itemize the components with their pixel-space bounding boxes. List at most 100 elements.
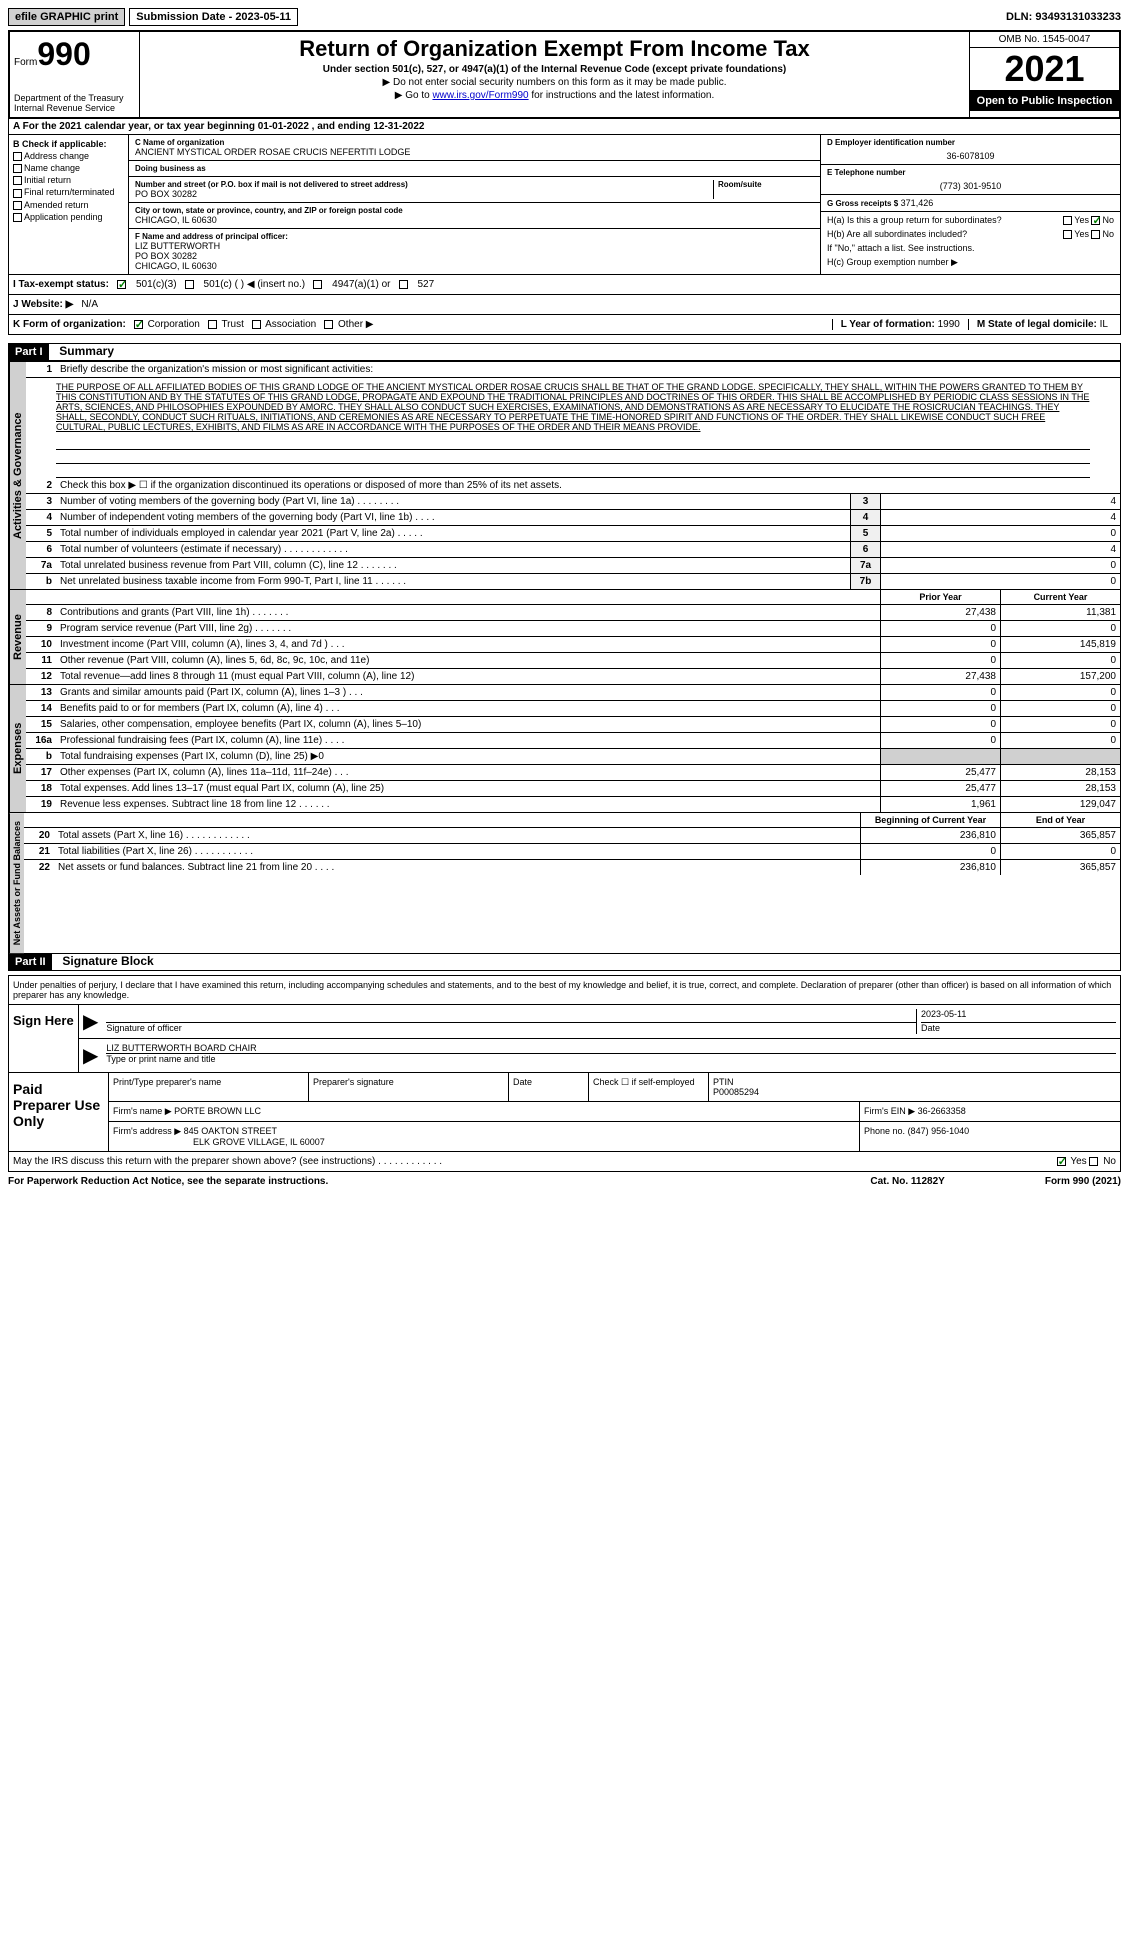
hb-label: H(b) Are all subordinates included? Yes … <box>827 229 1114 239</box>
part2-header: Part II <box>9 954 52 970</box>
department-label: Department of the Treasury Internal Reve… <box>14 93 135 113</box>
firm-addr: 845 OAKTON STREET <box>184 1126 277 1136</box>
firm-name: PORTE BROWN LLC <box>174 1106 261 1116</box>
sig-officer-label: Signature of officer <box>106 1023 181 1033</box>
checkbox-corp[interactable] <box>134 320 143 329</box>
submission-date: Submission Date - 2023-05-11 <box>129 8 298 26</box>
hc-label: H(c) Group exemption number ▶ <box>827 257 1114 268</box>
line-item: 20Total assets (Part X, line 16) . . . .… <box>24 828 1120 844</box>
col-b-header: B Check if applicable: <box>13 139 124 149</box>
ein-value: 36-6078109 <box>827 147 1114 161</box>
line-item: 14Benefits paid to or for members (Part … <box>26 701 1120 717</box>
checkbox-527[interactable] <box>399 280 408 289</box>
omb-number: OMB No. 1545-0047 <box>970 32 1119 48</box>
form-title: Return of Organization Exempt From Incom… <box>144 36 965 62</box>
prior-year-hdr: Prior Year <box>880 590 1000 604</box>
page-footer: For Paperwork Reduction Act Notice, see … <box>8 1172 1121 1191</box>
line-item: 4Number of independent voting members of… <box>26 510 1120 526</box>
part1-header: Part I <box>9 344 49 360</box>
activities-governance: Activities & Governance 1Briefly describ… <box>8 361 1121 590</box>
checkbox-address-change[interactable] <box>13 152 22 161</box>
vert-ag: Activities & Governance <box>9 362 26 589</box>
inst-prefix: ▶ Go to <box>395 90 433 101</box>
phone-value: (773) 301-9510 <box>827 177 1114 191</box>
ein-label: D Employer identification number <box>827 138 1114 147</box>
phone-label: E Telephone number <box>827 168 1114 177</box>
hb-no[interactable] <box>1091 230 1100 239</box>
line-item: 19Revenue less expenses. Subtract line 1… <box>26 797 1120 812</box>
website-row: J Website: ▶ N/A <box>8 295 1121 315</box>
checkbox-501c[interactable] <box>185 280 194 289</box>
line-item: 21Total liabilities (Part X, line 26) . … <box>24 844 1120 860</box>
checkbox-app-pending[interactable] <box>13 213 22 222</box>
form-number: 990 <box>37 36 90 72</box>
col-b-checkboxes: B Check if applicable: Address change Na… <box>9 135 129 274</box>
checkbox-final-return[interactable] <box>13 189 22 198</box>
section-a-tax-year: A For the 2021 calendar year, or tax yea… <box>8 119 1121 135</box>
ha-yes[interactable] <box>1063 216 1072 225</box>
dba-label: Doing business as <box>135 164 814 173</box>
line-item: 5Total number of individuals employed in… <box>26 526 1120 542</box>
form-ref: Form 990 (2021) <box>1045 1176 1121 1187</box>
line-item: 17Other expenses (Part IX, column (A), l… <box>26 765 1120 781</box>
instruction-link: ▶ Go to www.irs.gov/Form990 for instruct… <box>144 90 965 101</box>
checkbox-trust[interactable] <box>208 320 217 329</box>
k-label: K Form of organization: <box>13 319 126 330</box>
checkbox-501c3[interactable] <box>117 280 126 289</box>
gross-label: G Gross receipts $ <box>827 199 898 208</box>
checkbox-amended[interactable] <box>13 201 22 210</box>
signature-block: Under penalties of perjury, I declare th… <box>8 975 1121 1152</box>
irs-link[interactable]: www.irs.gov/Form990 <box>432 90 528 101</box>
line-item: 10Investment income (Part VIII, column (… <box>26 637 1120 653</box>
line-item: 6Total number of volunteers (estimate if… <box>26 542 1120 558</box>
hb-yes[interactable] <box>1063 230 1072 239</box>
prep-phone: (847) 956-1040 <box>908 1126 970 1136</box>
form-subtitle: Under section 501(c), 527, or 4947(a)(1)… <box>144 64 965 75</box>
discuss-text: May the IRS discuss this return with the… <box>13 1156 442 1167</box>
hb-note: If "No," attach a list. See instructions… <box>827 243 1114 253</box>
pra-notice: For Paperwork Reduction Act Notice, see … <box>8 1176 328 1187</box>
officer-printed: LIZ BUTTERWORTH BOARD CHAIR <box>106 1043 1116 1054</box>
checkbox-initial-return[interactable] <box>13 176 22 185</box>
tax-year: 2021 <box>970 48 1119 91</box>
line-item: 22Net assets or fund balances. Subtract … <box>24 860 1120 875</box>
form-header: Form990 Department of the Treasury Inter… <box>8 30 1121 119</box>
checkbox-other[interactable] <box>324 320 333 329</box>
expenses-section: Expenses 13Grants and similar amounts pa… <box>8 685 1121 813</box>
j-label: J Website: ▶ <box>13 299 73 310</box>
vert-net: Net Assets or Fund Balances <box>9 813 24 953</box>
ptin: P00085294 <box>713 1087 759 1097</box>
state-domicile: IL <box>1100 319 1108 330</box>
checkbox-4947[interactable] <box>313 280 322 289</box>
sign-here-label: Sign Here <box>9 1005 79 1072</box>
revenue-section: Revenue Prior YearCurrent Year 8Contribu… <box>8 590 1121 685</box>
line-item: 16aProfessional fundraising fees (Part I… <box>26 733 1120 749</box>
line-item: 3Number of voting members of the governi… <box>26 494 1120 510</box>
dln: DLN: 93493131033233 <box>1006 11 1121 23</box>
line-item: 8Contributions and grants (Part VIII, li… <box>26 605 1120 621</box>
top-bar: efile GRAPHIC print Submission Date - 20… <box>8 8 1121 26</box>
arrow-icon: ▶ <box>83 1043 98 1068</box>
room-label: Room/suite <box>718 180 814 189</box>
ha-no[interactable] <box>1091 216 1100 225</box>
begin-year-hdr: Beginning of Current Year <box>860 813 1000 827</box>
line-item: 18Total expenses. Add lines 13–17 (must … <box>26 781 1120 797</box>
line2: Check this box ▶ ☐ if the organization d… <box>56 478 1120 493</box>
end-year-hdr: End of Year <box>1000 813 1120 827</box>
line-item: 9Program service revenue (Part VIII, lin… <box>26 621 1120 637</box>
entity-info-grid: B Check if applicable: Address change Na… <box>8 135 1121 275</box>
discuss-yes[interactable] <box>1057 1157 1066 1166</box>
firm-ein: 36-2663358 <box>918 1106 966 1116</box>
inst-suffix: for instructions and the latest informat… <box>529 90 715 101</box>
checkbox-assoc[interactable] <box>252 320 261 329</box>
declaration: Under penalties of perjury, I declare th… <box>9 976 1120 1005</box>
city-state-zip: CHICAGO, IL 60630 <box>135 215 814 225</box>
net-assets-section: Net Assets or Fund Balances Beginning of… <box>8 813 1121 954</box>
officer-addr2: CHICAGO, IL 60630 <box>135 261 814 271</box>
discuss-row: May the IRS discuss this return with the… <box>8 1152 1121 1172</box>
checkbox-name-change[interactable] <box>13 164 22 173</box>
line-item: 12Total revenue—add lines 8 through 11 (… <box>26 669 1120 684</box>
discuss-no[interactable] <box>1089 1157 1098 1166</box>
efile-print-button[interactable]: efile GRAPHIC print <box>8 8 125 26</box>
part2-title: Signature Block <box>62 954 153 968</box>
